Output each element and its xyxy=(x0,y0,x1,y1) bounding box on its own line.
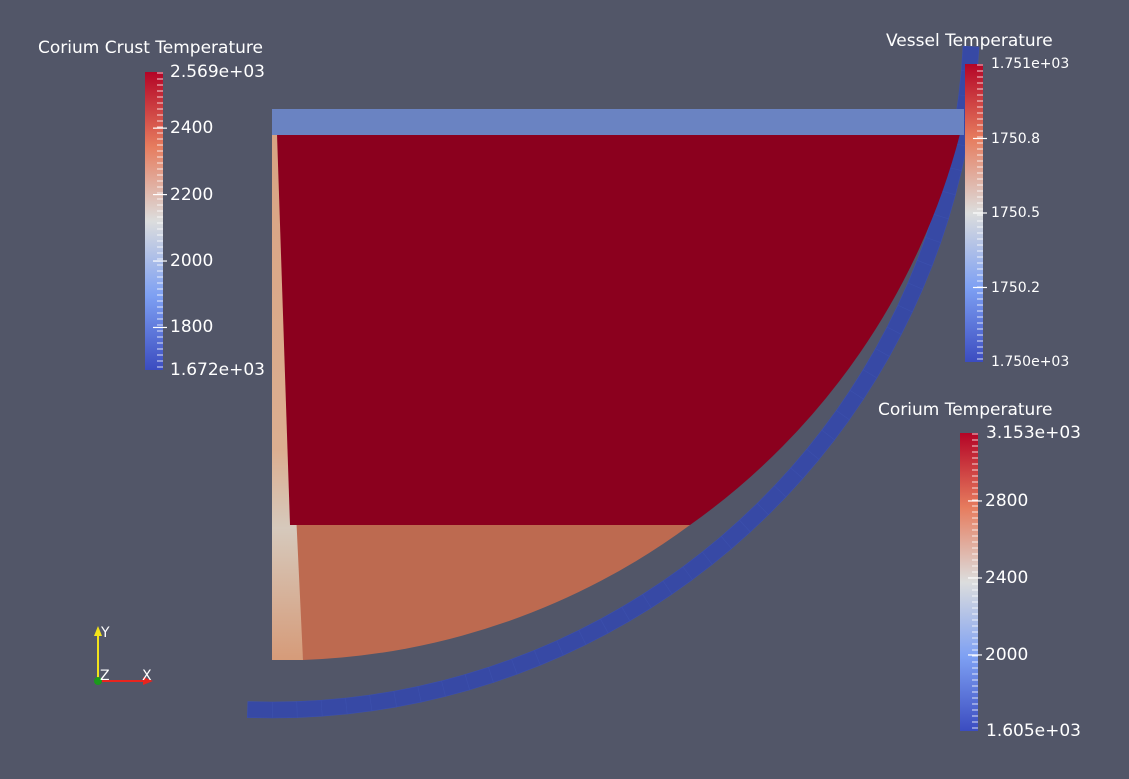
vessel-segment xyxy=(246,701,273,719)
vessel-segment xyxy=(271,701,298,719)
corium-lower-region xyxy=(290,525,690,660)
color-bar xyxy=(960,433,982,731)
legend-tick-label: 2200 xyxy=(170,184,214,205)
vessel-segment xyxy=(393,686,422,708)
legend-tick-label: 1800 xyxy=(170,317,214,338)
legend-tick-label: 1750.5 xyxy=(991,205,1040,221)
legend-max-label: 3.153e+03 xyxy=(986,423,1082,443)
x-axis-arrowhead xyxy=(143,677,153,685)
legend-tick-label: 1750.8 xyxy=(991,130,1040,147)
legend-min-label: 1.750e+03 xyxy=(991,354,1070,370)
vessel-segment xyxy=(345,694,373,715)
y-axis-label: Y xyxy=(101,625,110,641)
legend-title: Corium Temperature xyxy=(878,400,1053,420)
color-bar-gradient xyxy=(960,433,978,731)
legend-max-label: 2.569e+03 xyxy=(170,62,266,82)
z-axis-label: Z xyxy=(100,668,110,684)
orientation-axes xyxy=(94,626,153,685)
legend-tick-label: 2800 xyxy=(985,490,1029,511)
legend-tick-label: 2000 xyxy=(985,644,1029,665)
x-axis-label: X xyxy=(142,668,152,684)
legend-tick-label: 1750.2 xyxy=(991,279,1040,296)
color-bar-gradient xyxy=(145,72,163,370)
legend-tick-label: 2400 xyxy=(170,118,214,139)
legend-min-label: 1.605e+03 xyxy=(986,721,1082,741)
color-bar xyxy=(965,64,987,362)
top-plate xyxy=(272,109,964,135)
vessel-segment xyxy=(320,697,348,717)
corium-pool-region xyxy=(277,134,960,525)
y-axis-arrowhead xyxy=(94,626,102,636)
vessel-segment xyxy=(464,666,494,691)
vessel-segment xyxy=(417,680,446,703)
legend-tick-label: 2000 xyxy=(170,251,214,272)
vessel-segment xyxy=(441,674,470,697)
legend-min-label: 1.672e+03 xyxy=(170,360,266,380)
legend-max-label: 1.751e+03 xyxy=(991,56,1070,72)
legend-title: Corium Crust Temperature xyxy=(38,38,263,58)
vessel-segment xyxy=(488,658,518,683)
vessel-segment xyxy=(369,690,397,712)
legend-title: Vessel Temperature xyxy=(886,31,1053,51)
z-axis-marker xyxy=(94,677,102,685)
legend-tick-label: 2400 xyxy=(985,567,1029,588)
vessel-segment xyxy=(296,699,323,718)
color-bar xyxy=(145,72,167,370)
